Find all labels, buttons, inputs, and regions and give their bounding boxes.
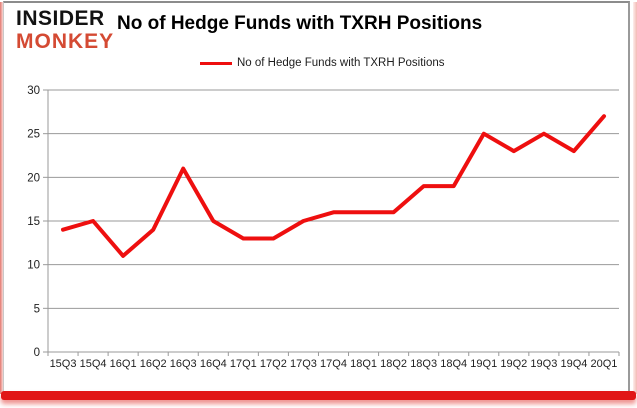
x-axis-tick-label: 19Q4 (560, 358, 587, 370)
x-axis-tick-label: 18Q4 (440, 358, 467, 370)
line-chart-plot-area: 0 5 10 15 20 25 30 15Q3 15Q4 16Q1 16Q2 16Q3 16Q4 17Q1… (0, 75, 637, 390)
legend-line-swatch (200, 61, 232, 65)
chart-card-frame (3, 1, 630, 392)
y-axis-tick-label: 5 (34, 303, 40, 315)
x-axis-tick-label: 18Q1 (350, 358, 377, 370)
legend-label: No of Hedge Funds with TXRH Positions (237, 57, 445, 69)
y-axis-tick-label: 10 (27, 260, 40, 272)
x-axis-tick-label: 18Q3 (410, 358, 437, 370)
page-border-glow-right (633, 2, 637, 394)
page-border-glow-left (0, 2, 3, 394)
insider-monkey-logo[interactable]: INSIDER MONKEY (16, 8, 114, 52)
x-axis-tick-label: 19Q1 (470, 358, 497, 370)
chart-title: No of Hedge Funds with TXRH Positions (117, 13, 483, 34)
logo-text-monkey: MONKEY (16, 30, 115, 53)
y-axis-tick-label: 0 (34, 347, 40, 359)
x-axis-tick-label: 17Q3 (290, 358, 317, 370)
x-axis-tick-label: 16Q1 (110, 358, 137, 370)
x-axis-tick-label: 17Q1 (230, 358, 257, 370)
x-axis-tick-label: 16Q3 (170, 358, 197, 370)
x-axis-tick-label: 15Q4 (80, 358, 107, 370)
x-axis-tick-label: 20Q1 (591, 358, 618, 370)
x-axis-tick-label: 18Q2 (380, 358, 407, 370)
chart-legend: No of Hedge Funds with TXRH Positions (200, 57, 445, 69)
x-axis-tick-label: 15Q3 (50, 358, 77, 370)
page-bottom-red-bar (1, 391, 636, 400)
logo-text-insider: INSIDER (16, 7, 105, 30)
x-axis-tick-label: 19Q2 (500, 358, 527, 370)
x-axis-tick-label: 17Q4 (320, 358, 347, 370)
x-axis-tick-label: 17Q2 (260, 358, 287, 370)
y-axis-tick-label: 15 (27, 216, 40, 228)
y-axis-tick-label: 25 (27, 129, 40, 141)
x-axis-tick-label: 16Q2 (140, 358, 167, 370)
x-axis-tick-label: 16Q4 (200, 358, 227, 370)
series-line[interactable] (61, 114, 606, 258)
x-axis-tick-label: 19Q3 (530, 358, 557, 370)
y-axis-tick-label: 20 (27, 172, 40, 184)
y-axis-tick-label: 30 (27, 85, 40, 97)
chart-svg: 0 5 10 15 20 25 30 15Q3 15Q4 16Q1 16Q2 16Q3 16Q4 17Q1… (27, 85, 620, 370)
